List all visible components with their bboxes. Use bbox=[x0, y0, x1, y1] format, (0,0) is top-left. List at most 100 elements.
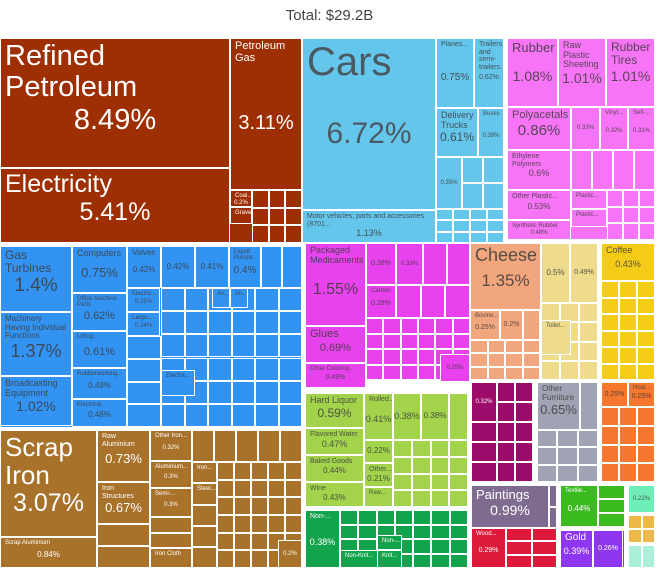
treemap-cell[interactable]: Iron Cloth bbox=[150, 548, 192, 568]
treemap-cell[interactable] bbox=[268, 207, 286, 226]
treemap-cell[interactable] bbox=[268, 225, 286, 243]
treemap-cell[interactable] bbox=[208, 403, 232, 427]
treemap-cell[interactable] bbox=[592, 150, 613, 190]
treemap-cell[interactable] bbox=[470, 220, 487, 232]
treemap-cell[interactable] bbox=[161, 288, 185, 312]
treemap-cell[interactable] bbox=[522, 340, 540, 354]
treemap-cell[interactable]: Non-... 0.38% bbox=[305, 510, 340, 568]
treemap-cell[interactable] bbox=[577, 447, 598, 465]
treemap-cell[interactable]: Steel... bbox=[192, 483, 217, 505]
treemap-cell[interactable] bbox=[453, 209, 470, 221]
treemap-cell[interactable]: Computers 0.75% bbox=[72, 246, 127, 293]
treemap-cell[interactable] bbox=[285, 462, 302, 480]
treemap-cell[interactable] bbox=[452, 318, 470, 334]
treemap-cell[interactable]: Toilet... bbox=[541, 320, 571, 355]
treemap-cell[interactable] bbox=[449, 440, 468, 457]
treemap-cell[interactable]: Electric... bbox=[161, 370, 195, 396]
treemap-cell[interactable]: Semi-... 0.3% bbox=[150, 488, 192, 517]
treemap-cell[interactable] bbox=[506, 528, 532, 542]
treemap-cell[interactable] bbox=[234, 497, 251, 515]
treemap-cell[interactable] bbox=[619, 444, 637, 464]
treemap-cell[interactable] bbox=[278, 311, 302, 335]
treemap-cell[interactable] bbox=[268, 515, 285, 533]
treemap-cell[interactable] bbox=[278, 288, 302, 312]
treemap-cell[interactable] bbox=[601, 297, 619, 314]
treemap-cell[interactable]: Other Furniture 0.65% bbox=[537, 382, 580, 430]
treemap-cell[interactable]: Iron... bbox=[192, 462, 217, 483]
treemap-cell[interactable] bbox=[639, 206, 655, 224]
treemap-cell[interactable] bbox=[449, 539, 468, 554]
treemap-cell[interactable] bbox=[358, 524, 377, 539]
treemap-cell[interactable] bbox=[217, 550, 234, 568]
treemap-cell[interactable] bbox=[598, 499, 625, 513]
treemap-cell[interactable]: Planes... 0.75% bbox=[436, 38, 474, 108]
treemap-cell[interactable] bbox=[619, 407, 637, 426]
treemap-cell[interactable] bbox=[400, 349, 418, 365]
treemap-cell[interactable]: Bovine... 0.25% bbox=[470, 310, 500, 340]
treemap-cell[interactable] bbox=[258, 430, 280, 462]
treemap-cell[interactable] bbox=[619, 297, 637, 314]
treemap-cell[interactable] bbox=[462, 157, 483, 183]
treemap-cell[interactable] bbox=[607, 206, 623, 224]
treemap-cell[interactable] bbox=[252, 207, 269, 226]
treemap-cell[interactable] bbox=[637, 347, 655, 364]
treemap-cell[interactable] bbox=[619, 463, 637, 482]
treemap-cell[interactable] bbox=[208, 334, 232, 358]
treemap-cell[interactable] bbox=[531, 541, 557, 555]
treemap-cell[interactable] bbox=[234, 515, 251, 533]
treemap-cell[interactable] bbox=[268, 497, 285, 515]
treemap-cell[interactable]: Other Iron... 0.32% bbox=[150, 430, 192, 461]
treemap-cell[interactable] bbox=[383, 333, 401, 349]
treemap-cell[interactable] bbox=[192, 430, 214, 462]
treemap-cell[interactable] bbox=[557, 430, 578, 448]
treemap-cell[interactable]: 0.26% bbox=[593, 530, 623, 568]
treemap-cell[interactable] bbox=[285, 190, 302, 208]
treemap-cell[interactable] bbox=[150, 532, 192, 548]
treemap-cell[interactable] bbox=[208, 357, 232, 381]
treemap-cell[interactable] bbox=[431, 539, 450, 554]
treemap-cell[interactable]: Motor vehicles; parts and accessories (8… bbox=[302, 210, 436, 243]
treemap-cell[interactable] bbox=[268, 479, 285, 498]
treemap-cell[interactable] bbox=[217, 532, 234, 551]
treemap-cell[interactable]: Vinyl... 0.32% bbox=[600, 107, 628, 150]
treemap-cell[interactable]: 0.2% bbox=[278, 540, 302, 568]
treemap-cell[interactable]: Self-... 0.31% bbox=[628, 107, 655, 150]
treemap-cell[interactable] bbox=[127, 358, 161, 382]
treemap-cell[interactable] bbox=[217, 497, 234, 515]
treemap-cell[interactable]: Raw... bbox=[364, 487, 393, 507]
treemap-cell[interactable] bbox=[393, 473, 412, 491]
treemap-cell[interactable] bbox=[471, 422, 497, 442]
treemap-cell[interactable]: 0.33% bbox=[396, 243, 423, 285]
treemap-cell[interactable] bbox=[255, 357, 279, 381]
treemap-cell[interactable] bbox=[255, 334, 279, 358]
treemap-cell[interactable] bbox=[523, 310, 540, 340]
treemap-cell[interactable] bbox=[579, 341, 598, 361]
treemap-cell[interactable] bbox=[601, 281, 619, 298]
treemap-cell[interactable] bbox=[601, 463, 619, 482]
treemap-cell[interactable]: Office Machine Parts 0.62% bbox=[72, 293, 127, 331]
treemap-cell[interactable] bbox=[184, 403, 208, 427]
treemap-cell[interactable] bbox=[497, 422, 515, 442]
treemap-cell[interactable]: Other Coloring... 0.49% bbox=[305, 363, 366, 388]
treemap-cell[interactable] bbox=[236, 430, 258, 462]
treemap-cell[interactable] bbox=[637, 281, 655, 298]
treemap-cell[interactable] bbox=[579, 322, 598, 342]
treemap-cell[interactable] bbox=[268, 462, 285, 480]
treemap-cell[interactable] bbox=[231, 403, 255, 427]
treemap-cell[interactable] bbox=[515, 422, 533, 442]
treemap-cell[interactable] bbox=[97, 546, 150, 568]
treemap-cell[interactable] bbox=[393, 440, 412, 457]
treemap-cell[interactable] bbox=[423, 243, 447, 285]
treemap-cell[interactable] bbox=[487, 366, 505, 380]
treemap-cell[interactable] bbox=[278, 403, 302, 427]
treemap-cell[interactable]: Raw Aluminium 0.73% bbox=[97, 430, 150, 482]
treemap-cell[interactable] bbox=[497, 402, 515, 422]
treemap-cell[interactable] bbox=[577, 464, 598, 482]
treemap-cell[interactable]: 0.38% bbox=[393, 393, 421, 440]
treemap-cell[interactable] bbox=[431, 510, 450, 525]
treemap-cell[interactable] bbox=[376, 510, 395, 525]
treemap-cell[interactable] bbox=[127, 336, 161, 359]
treemap-cell[interactable] bbox=[217, 479, 234, 498]
treemap-cell[interactable] bbox=[613, 150, 634, 190]
treemap-cell[interactable] bbox=[358, 510, 377, 525]
